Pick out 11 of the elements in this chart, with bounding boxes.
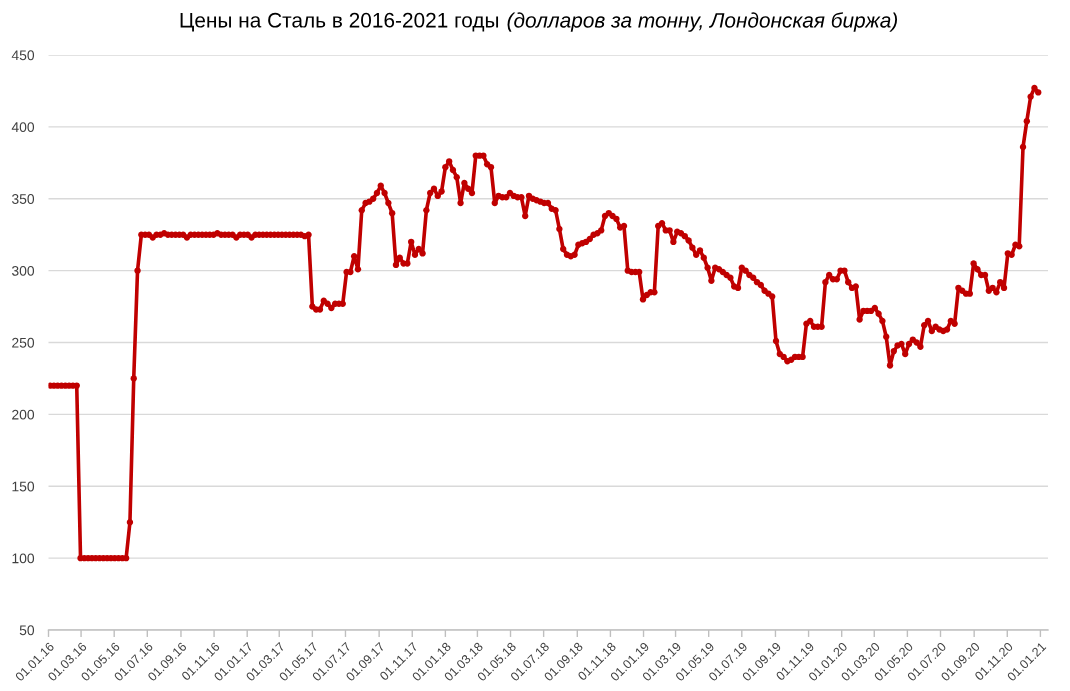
y-tick-label: 50 [19,625,35,636]
y-tick-label: 300 [11,265,35,276]
y-tick-label: 150 [12,481,35,492]
y-tick-label: 450 [11,50,35,61]
chart-subtitle: (долларов за тонну, Лондонская биржа) [507,12,898,32]
y-tick-label: 100 [12,553,35,564]
y-tick-label: 200 [12,409,35,420]
chart-title: Цены на Сталь в 2016-2021 годы [180,12,499,32]
y-tick-label: 400 [11,122,35,133]
y-tick-label: 350 [11,194,35,204]
y-tick-label: 250 [12,337,35,348]
